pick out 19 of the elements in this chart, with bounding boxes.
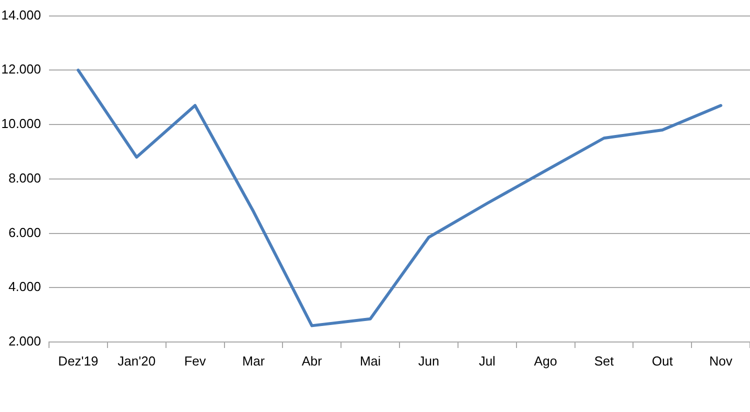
y-tick-label: 6.000 <box>8 224 41 240</box>
x-tick-label: Abr <box>302 353 323 368</box>
x-tick-label: Ago <box>534 353 558 368</box>
y-tick-label: 2.000 <box>8 334 41 349</box>
x-tick-label: Jan'20 <box>118 353 156 368</box>
x-tick-label: Out <box>652 353 674 368</box>
y-tick-label: 10.000 <box>1 116 41 132</box>
y-tick-label: 8.000 <box>8 170 41 186</box>
x-tick-label: Mar <box>242 353 266 368</box>
x-tick-label: Jul <box>478 353 496 368</box>
x-tick-label: Set <box>594 353 614 368</box>
x-tick-label: Fev <box>184 353 206 368</box>
x-tick-label: Nov <box>709 353 733 368</box>
y-tick-label: 4.000 <box>8 279 41 294</box>
x-tick-label: Jun <box>418 353 440 368</box>
y-tick-label: 14.000 <box>1 7 41 22</box>
x-tick-label: Mai <box>360 353 381 368</box>
y-tick-label: 12.000 <box>1 62 41 77</box>
x-tick-label: Dez'19 <box>58 353 98 368</box>
